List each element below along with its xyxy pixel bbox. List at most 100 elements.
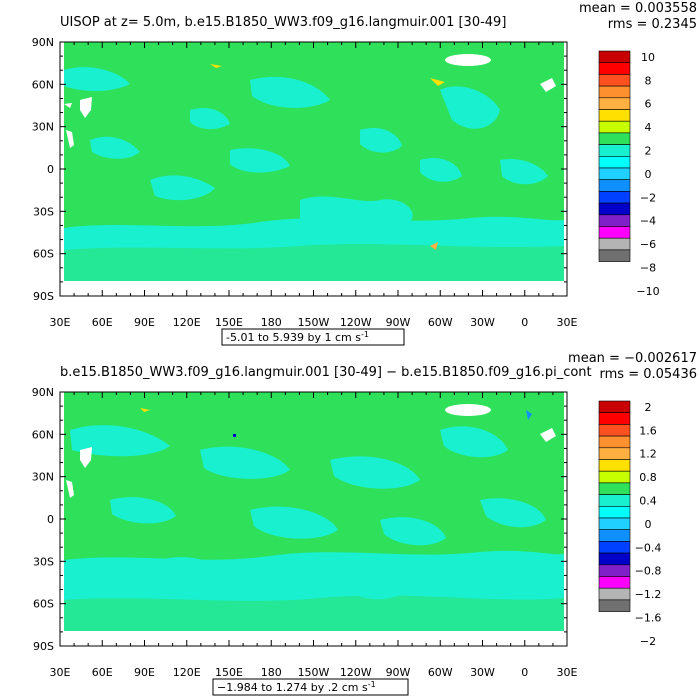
colorbar-swatch [598,62,631,75]
panel-bottom: b.e15.B1850_WW3.f09_g16.langmuir.001 [30… [32,351,697,696]
y-tick-label: 60N [32,428,54,441]
y-tick-label: 90N [32,386,54,399]
colorbar: 10 8 6 4 2 0 −2 −4 −6 −8 −10 [598,50,660,298]
x-tick-label: 180 [261,666,282,679]
axis-ticks: 30E 60E 90E 120E 150E 180 150W 120W 90W 60W 30W 0 30… [32,386,578,679]
panel-top: UISOP at z= 5.0m, b.e15.B1850_WW3.f09_g1… [32,1,697,346]
colorbar-label: −4 [640,215,656,228]
colorbar-label: 1.6 [639,424,657,437]
land-mask [80,447,92,468]
panel-title: b.e15.B1850_WW3.f09_g16.langmuir.001 [30… [60,365,592,380]
colorbar-swatch [598,505,631,519]
land-mask [445,54,491,66]
colorbar-label: 2 [645,144,652,157]
colorbar-label: −6 [640,238,656,251]
x-tick-label: 120E [173,666,201,679]
colorbar-swatch [598,144,631,157]
y-tick-label: 60S [33,598,54,611]
colorbar: 2 1.6 1.2 0.8 0.4 0 −0.4 −0.8 −1.2 −1.6 −2 [598,400,662,648]
x-tick-label: 90W [386,316,411,329]
rms-label: rms = 0.05436 [600,367,697,382]
colorbar-swatch [598,179,631,192]
anomaly-patches [64,67,564,281]
x-tick-label: 0 [521,666,528,679]
colorbar-label: 0.4 [639,494,657,507]
colorbar-label: 4 [645,121,652,134]
colorbar-swatch [598,85,631,99]
y-tick-label: 30S [33,205,54,218]
y-tick-label: 90S [33,290,54,303]
colorbar-label: 1.2 [639,448,657,461]
colorbar-swatch [598,447,631,460]
colorbar-swatch [598,249,631,262]
y-tick-label: 60N [32,78,54,91]
axis-ticks: 30E 60E 90E 120E 150E 180 150W 120W 90W 60W 30W 0 30… [32,36,578,329]
x-tick-label: 90W [386,666,411,679]
mean-label: mean = 0.003558 [579,1,697,16]
x-tick-label: 30W [470,316,495,329]
colorbar-swatch [598,482,631,495]
colorbar-swatch [598,109,631,122]
colorbar-label: −1.6 [635,611,662,624]
colorbar-swatch [598,529,631,542]
range-box [212,678,409,696]
colorbar-swatch [598,214,631,227]
colorbar-swatch [598,435,631,449]
colorbar-label: 0.8 [639,471,657,484]
colorbar-swatch [598,167,631,180]
x-tick-label: 150E [215,666,243,679]
x-tick-label: 150E [215,316,243,329]
y-tick-label: 30N [32,121,54,134]
x-tick-label: 60W [428,316,453,329]
y-tick-label: 0 [47,513,54,526]
colorbar-swatch [598,587,631,601]
y-tick-label: 60S [33,248,54,261]
colorbar-swatch [598,541,631,554]
colorbar-swatch [598,564,631,577]
land-mask [445,404,491,416]
colorbar-swatch [598,459,631,472]
x-tick-label: 150W [298,316,330,329]
x-tick-label: 150W [298,666,330,679]
colorbar-label: 10 [641,51,655,64]
map-field [60,392,567,646]
range-label: −1.984 to 1.274 by .2 cm s-1 [217,680,376,694]
land-mask [66,130,74,148]
colorbar-label: −10 [636,285,659,298]
colorbar-swatch [598,132,631,145]
colorbar-swatch [598,120,631,134]
x-tick-label: 30E [50,666,71,679]
colorbar-label: 2 [645,401,652,414]
colorbar-label: −8 [640,261,656,274]
x-tick-label: 60E [92,666,113,679]
x-tick-label: 180 [261,316,282,329]
colorbar-swatch [598,74,631,87]
land-mask [540,78,556,92]
x-tick-label: 120E [173,316,201,329]
colorbar-swatch [598,226,631,239]
colorbar-label: 0 [645,518,652,531]
colorbar-swatch [598,412,631,425]
map-field [60,42,567,296]
colorbar-label: −0.8 [635,565,662,578]
colorbar-swatch [598,191,631,204]
colorbar-label: −2 [640,191,656,204]
x-tick-label: 120W [340,666,372,679]
land-mask [64,103,72,108]
x-tick-label: 90E [134,316,155,329]
anomaly-patches [64,425,564,631]
colorbar-swatch [598,97,631,110]
colorbar-swatch [598,424,631,437]
x-tick-label: 30E [557,666,578,679]
mean-label: mean = −0.002617 [568,351,697,366]
x-tick-label: 30E [557,316,578,329]
colorbar-swatch [598,237,631,251]
colorbar-swatch [598,202,631,216]
rms-label: rms = 0.2345 [608,17,697,32]
colorbar-label: 6 [645,98,652,111]
range-label: -5.01 to 5.939 by 1 cm s-1 [226,330,369,344]
land-mask [80,97,92,118]
colorbar-label: 0 [645,168,652,181]
y-tick-label: 0 [47,163,54,176]
